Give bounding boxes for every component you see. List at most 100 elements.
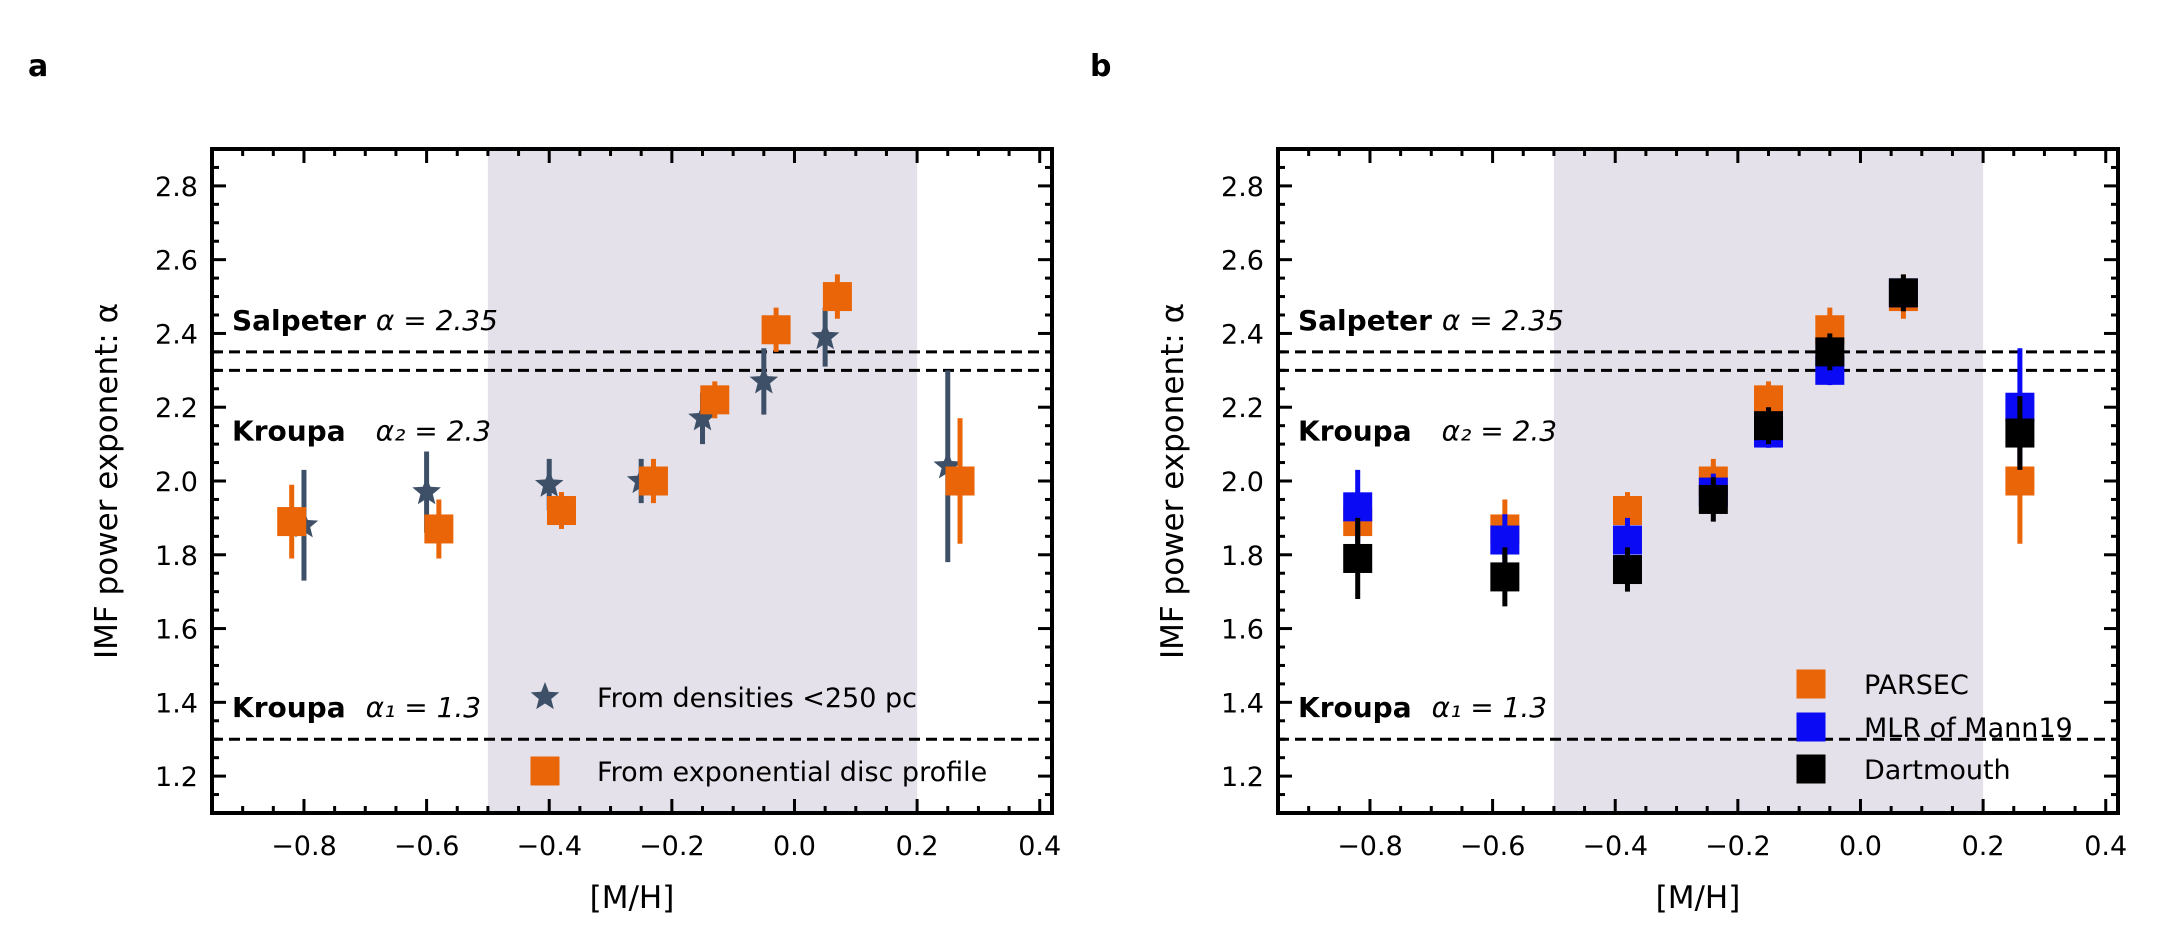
panel-a-x-tick-label-2: −0.4: [516, 831, 582, 862]
panel-a-point-s1-6: [822, 282, 852, 312]
panel-b-legend-label-dartmouth: Dartmouth: [1864, 755, 2011, 786]
panel-b: b Salpeter α = 2.35 Kroupa α₂ = 2.3 Kroupa…: [1090, 49, 2127, 916]
panel-a-y-tick-label-6: 2.4: [155, 319, 198, 350]
panel-a-y-tick-label-1: 1.4: [155, 688, 198, 719]
panel-b-legend-marker-mann19: [1796, 712, 1826, 742]
panel-a: a Salpeter α = 2.35 Kroupa α₂ = 2.3 Kroupa…: [28, 49, 1061, 916]
panel-a-x-tick-label-6: 0.4: [1018, 831, 1061, 862]
panel-b-y-tick-label-5: 2.2: [1221, 393, 1264, 424]
panel-b-point-s2-5: [1815, 337, 1845, 367]
panel-a-point-s0-5: [749, 366, 779, 394]
panel-b-data-marks: [1343, 274, 2035, 607]
panel-a-x-tick-label-0: −0.8: [271, 831, 337, 862]
panel-a-y-tick-label-2: 1.6: [155, 615, 198, 646]
panel-a-point-s1-2: [546, 496, 576, 526]
panel-b-x-tick-label-4: 0.0: [1839, 831, 1882, 862]
panel-a-legend-symbol-1: [530, 756, 560, 786]
panel-a-x-tick-labels: −0.8 −0.6 −0.4 −0.2 0.0 0.2 0.4: [271, 831, 1061, 862]
panel-b-point-s2-1: [1490, 562, 1520, 592]
panel-a-point-s1-7: [945, 466, 975, 496]
panel-b-metallicity-shaded-region: [1553, 149, 1984, 813]
panel-a-label: a: [28, 49, 48, 84]
panel-b-point-s2-0: [1343, 543, 1373, 573]
panel-a-x-axis-label: [M/H]: [590, 880, 675, 916]
panel-a-x-tick-label-5: 0.2: [896, 831, 939, 862]
panel-b-y-tick-label-2: 1.6: [1221, 615, 1264, 646]
panel-a-y-tick-labels: 1.2 1.4 1.6 1.8 2.0 2.2 2.4 2.6 2.8: [155, 172, 198, 793]
panel-a-legend-symbol-0: [530, 682, 560, 710]
panel-a-point-s1-5: [761, 315, 791, 345]
panel-b-y-tick-label-1: 1.4: [1221, 688, 1264, 719]
panel-b-reference-labels: Salpeter α = 2.35 Kroupa α₂ = 2.3 Kroupa α₁…: [1298, 304, 1564, 724]
panel-b-legend-marker-parsec: [1796, 669, 1826, 699]
panel-a-reference-labels: Salpeter α = 2.35 Kroupa α₂ = 2.3 Kroupa α₁…: [232, 304, 498, 724]
panel-a-legend: From densities <250 pc From exponential …: [530, 682, 987, 788]
panel-a-ref-label-kroupa-alpha2: Kroupa α₂ = 2.3: [232, 414, 491, 447]
panel-a-y-tick-label-7: 2.6: [155, 246, 198, 277]
panel-b-legend-marker-dartmouth: [1796, 754, 1826, 784]
panel-a-point-s1-3: [638, 466, 668, 496]
panel-b-legend-symbol-0: [1796, 669, 1826, 699]
panel-a-legend-marker-densities: [530, 682, 560, 710]
panel-a-data-marks: [277, 274, 975, 581]
panel-a-y-tick-label-3: 1.8: [155, 541, 198, 572]
panel-a-reference-lines: [212, 350, 1052, 741]
panel-b-legend-label-parsec: PARSEC: [1864, 670, 1969, 701]
panel-b-y-tick-label-0: 1.2: [1221, 762, 1264, 793]
panel-a-tick-marks: [210, 147, 1052, 815]
panel-b-y-tick-label-4: 2.0: [1221, 467, 1264, 498]
panel-b-ref-label-salpeter: Salpeter α = 2.35: [1298, 304, 1564, 337]
panel-b-legend-symbol-2: [1796, 754, 1826, 784]
panel-a-point-s0-6: [810, 322, 840, 350]
panel-a-x-tick-label-3: −0.2: [639, 831, 705, 862]
panel-a-y-tick-label-5: 2.2: [155, 393, 198, 424]
panel-a-y-axis-label: IMF power exponent: α: [89, 303, 125, 659]
panel-b-y-axis-label: IMF power exponent: α: [1155, 303, 1191, 659]
panel-a-legend-label-exponential: From exponential disc profile: [597, 757, 987, 788]
panel-a-point-s0-1: [412, 477, 441, 505]
panel-b-x-tick-label-2: −0.4: [1582, 831, 1648, 862]
panel-b-x-axis-label: [M/H]: [1656, 880, 1741, 916]
panel-b-y-tick-label-3: 1.8: [1221, 541, 1264, 572]
panel-a-x-tick-label-4: 0.0: [773, 831, 816, 862]
panel-a-point-s0-2: [535, 469, 564, 497]
panel-b-point-s2-2: [1612, 555, 1642, 585]
panel-b-point-s1-0: [1343, 492, 1373, 522]
panel-a-x-tick-label-1: −0.6: [394, 831, 460, 862]
panel-b-y-tick-labels: 1.2 1.4 1.6 1.8 2.0 2.2 2.4 2.6 2.8: [1221, 172, 1264, 793]
panel-a-point-s0-4: [688, 403, 717, 431]
panel-b-x-tick-label-5: 0.2: [1962, 831, 2005, 862]
panel-b-x-tick-label-1: −0.6: [1460, 831, 1526, 862]
panel-b-point-s2-3: [1698, 484, 1728, 514]
panel-b-legend: PARSEC MLR of Mann19 Dartmouth: [1796, 669, 2073, 786]
panel-b-y-tick-label-7: 2.6: [1221, 246, 1264, 277]
panel-b-legend-symbol-1: [1796, 712, 1826, 742]
panel-b-x-tick-labels: −0.8 −0.6 −0.4 −0.2 0.0 0.2 0.4: [1337, 831, 2127, 862]
panel-b-reference-lines: [1278, 350, 2118, 741]
panel-b-y-tick-label-6: 2.4: [1221, 319, 1264, 350]
panel-a-ref-label-kroupa-alpha1: Kroupa α₁ = 1.3: [232, 691, 481, 724]
panel-b-point-s0-7: [2005, 466, 2035, 496]
panel-a-point-s1-1: [424, 514, 454, 544]
panel-a-point-s0-7: [933, 451, 962, 479]
panel-b-ref-label-kroupa-alpha2: Kroupa α₂ = 2.3: [1298, 414, 1557, 447]
panel-b-point-s2-6: [1888, 278, 1918, 308]
panel-b-label: b: [1090, 49, 1111, 84]
panel-a-y-tick-label-8: 2.8: [155, 172, 198, 203]
panel-a-y-tick-label-4: 2.0: [155, 467, 198, 498]
panel-a-legend-label-densities: From densities <250 pc: [597, 683, 917, 714]
panel-b-legend-label-mann19: MLR of Mann19: [1864, 713, 2073, 744]
panel-b-point-s2-4: [1754, 411, 1784, 441]
panel-a-point-s1-0: [277, 507, 307, 537]
panel-b-point-s2-7: [2005, 418, 2035, 448]
panel-b-tick-marks: [1276, 147, 2118, 815]
panel-b-x-tick-label-6: 0.4: [2084, 831, 2127, 862]
panel-a-y-tick-label-0: 1.2: [155, 762, 198, 793]
panel-a-ref-label-salpeter: Salpeter α = 2.35: [232, 304, 498, 337]
panel-b-x-tick-label-0: −0.8: [1337, 831, 1403, 862]
panel-a-point-s1-4: [700, 385, 730, 415]
panel-b-ref-label-kroupa-alpha1: Kroupa α₁ = 1.3: [1298, 691, 1547, 724]
panel-b-y-tick-label-8: 2.8: [1221, 172, 1264, 203]
panel-a-legend-marker-exponential: [530, 756, 560, 786]
